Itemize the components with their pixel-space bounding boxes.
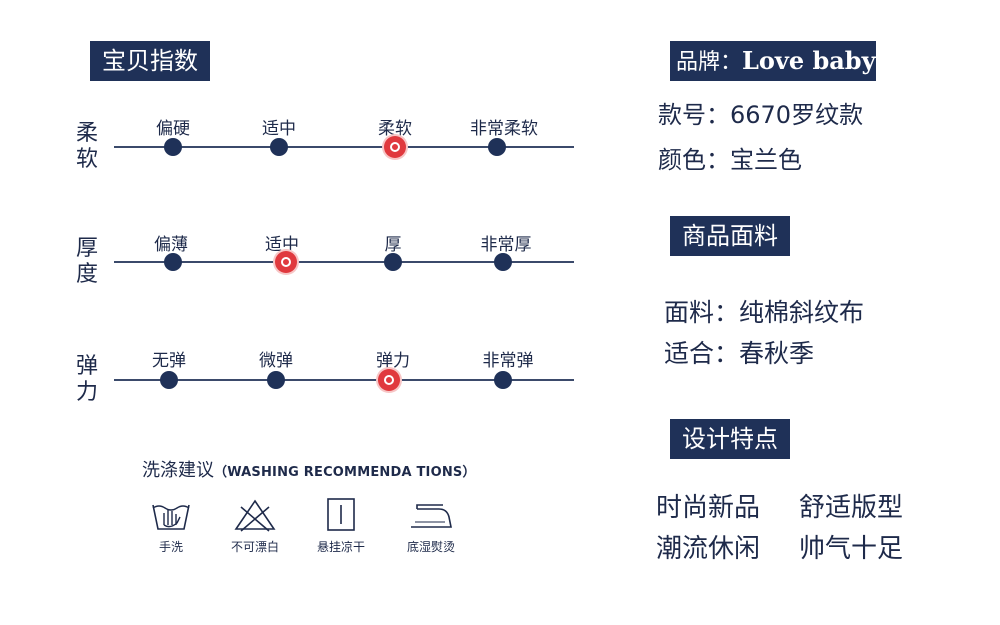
thickness-label: 厚度 xyxy=(75,236,98,287)
brand-tag: 品牌：Love baby xyxy=(670,41,876,81)
softness-dot xyxy=(488,138,506,156)
elasticity-dot xyxy=(267,371,285,389)
thickness-option-2: 适中 xyxy=(265,235,299,255)
softness-option-1: 偏硬 xyxy=(156,119,190,139)
softness-option-2: 适中 xyxy=(262,119,296,139)
design-feature-2: 舒适版型 xyxy=(799,493,904,523)
elasticity-label: 弹力 xyxy=(75,354,98,405)
hand-wash-icon xyxy=(152,504,190,530)
thickness-option-4: 非常厚 xyxy=(480,235,532,255)
elasticity-option-3: 弹力 xyxy=(376,351,410,371)
design-feature-1: 时尚新品 xyxy=(656,493,761,523)
design-title: 设计特点 xyxy=(670,419,790,459)
elasticity-option-1: 无弹 xyxy=(152,351,186,371)
thickness-option-1: 偏薄 xyxy=(154,235,188,255)
washing-title: 洗涤建议（WASHING RECOMMENDA TIONS） xyxy=(142,456,476,482)
softness-scale xyxy=(114,146,574,148)
product-color: 颜色：宝兰色 xyxy=(658,146,802,174)
hand-wash-label: 手洗 xyxy=(158,540,184,554)
fabric-material: 面料：纯棉斜纹布 xyxy=(664,298,865,327)
no-bleach-icon xyxy=(234,499,276,532)
low-iron-label: 底湿熨烫 xyxy=(406,540,456,554)
brand-label: 品牌： xyxy=(676,50,743,75)
low-iron-icon xyxy=(411,504,452,528)
index-title: 宝贝指数 xyxy=(90,41,210,81)
thickness-option-3: 厚 xyxy=(384,235,402,255)
washing-title-text: 洗涤建议 xyxy=(142,460,214,481)
design-feature-4: 帅气十足 xyxy=(799,534,904,564)
softness-dot xyxy=(384,136,406,158)
thickness-dot xyxy=(275,251,297,273)
thickness-dot xyxy=(164,253,182,271)
softness-option-3: 柔软 xyxy=(378,119,412,139)
fabric-title: 商品面料 xyxy=(670,216,790,256)
washing-subtitle: （WASHING RECOMMENDA TIONS） xyxy=(214,465,476,480)
thickness-dot xyxy=(384,253,402,271)
softness-label: 柔软 xyxy=(75,121,98,172)
hang-dry-label: 悬挂凉干 xyxy=(316,540,366,554)
elasticity-dot xyxy=(160,371,178,389)
elasticity-option-4: 非常弹 xyxy=(482,351,534,371)
thickness-scale xyxy=(114,261,574,263)
hang-dry-icon xyxy=(327,498,355,531)
model-number: 款号：6670罗纹款 xyxy=(658,101,864,129)
no-bleach-label: 不可漂白 xyxy=(230,540,280,554)
thickness-dot xyxy=(494,253,512,271)
elasticity-dot xyxy=(494,371,512,389)
softness-dot xyxy=(270,138,288,156)
elasticity-scale xyxy=(114,379,574,381)
softness-option-4: 非常柔软 xyxy=(470,119,538,139)
elasticity-option-2: 微弹 xyxy=(259,351,293,371)
brand-name: Love baby xyxy=(742,46,876,75)
design-feature-3: 潮流休闲 xyxy=(656,534,761,564)
softness-dot xyxy=(164,138,182,156)
fabric-season: 适合：春秋季 xyxy=(664,339,815,368)
elasticity-dot xyxy=(378,369,400,391)
